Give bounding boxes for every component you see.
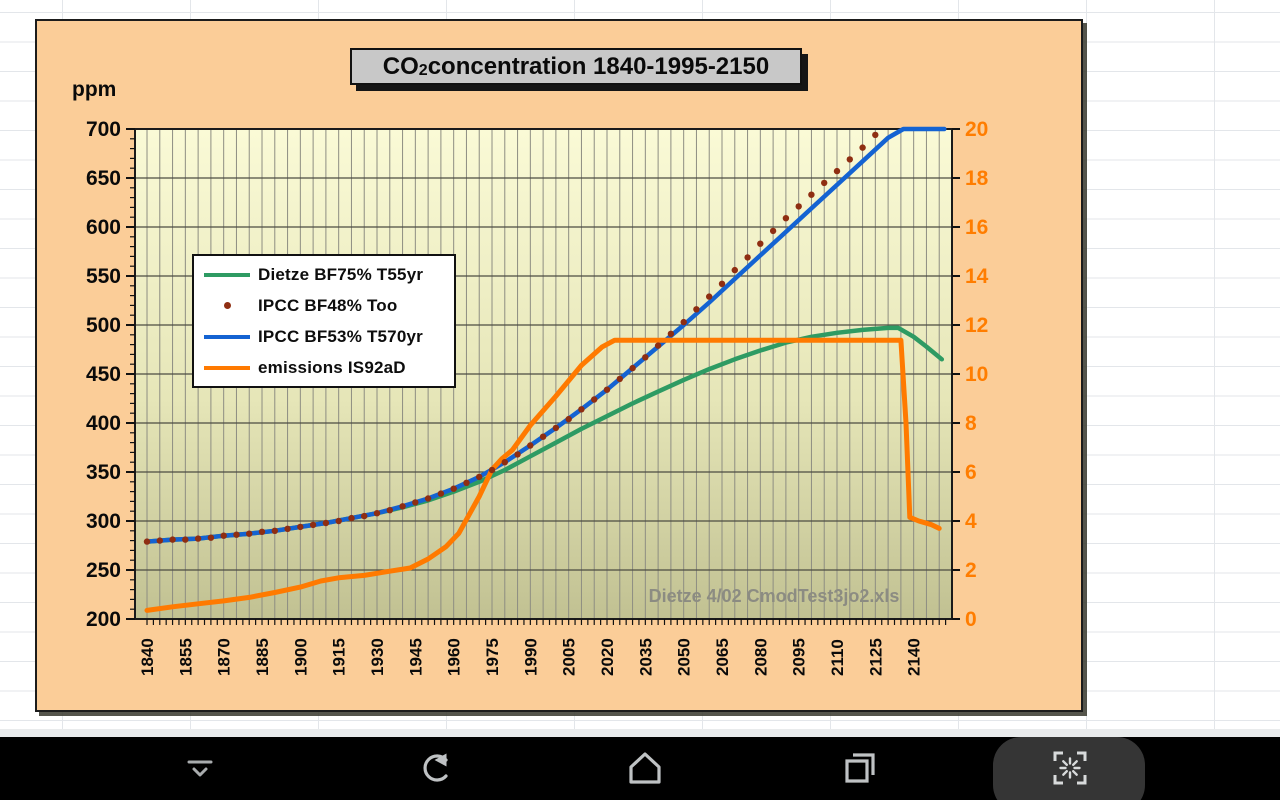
- svg-text:4: 4: [965, 510, 977, 533]
- clipped-cell-text: 8: [0, 44, 5, 68]
- clipped-cell-text: 2: [0, 221, 5, 245]
- recents-icon[interactable]: [838, 746, 882, 790]
- svg-text:350: 350: [86, 461, 121, 484]
- home-icon[interactable]: [623, 746, 667, 790]
- clipped-cell-text: 2: [0, 546, 5, 570]
- svg-text:0: 0: [965, 608, 977, 631]
- chart-title-prefix: CO: [382, 52, 419, 80]
- clipped-cell-text: 2: [0, 103, 5, 127]
- svg-text:2005: 2005: [560, 638, 579, 676]
- window-edge-strip: [0, 729, 1280, 737]
- svg-text:1960: 1960: [445, 638, 464, 676]
- svg-text:1840: 1840: [138, 638, 157, 676]
- green-line-symbol: [203, 272, 251, 277]
- chart-title-suffix: concentration 1840-1995-2150: [427, 52, 770, 80]
- legend-label: IPCC BF53% T570yr: [258, 326, 423, 346]
- svg-text:500: 500: [86, 314, 121, 337]
- svg-text:1915: 1915: [330, 638, 349, 676]
- legend-item: IPCC BF53% T570yr: [194, 324, 454, 350]
- svg-text:1900: 1900: [291, 638, 310, 676]
- blue-line-symbol: [203, 334, 251, 339]
- clipped-cell-text: 8: [0, 251, 5, 275]
- line-swatch: [204, 334, 250, 339]
- svg-text:2020: 2020: [598, 638, 617, 676]
- svg-text:18: 18: [965, 167, 989, 190]
- svg-text:2035: 2035: [636, 638, 655, 676]
- legend-label: Dietze BF75% T55yr: [258, 264, 424, 284]
- svg-text:2050: 2050: [675, 638, 694, 676]
- android-navbar: [0, 737, 1280, 800]
- clipped-cell-text: 3: [0, 398, 5, 422]
- svg-text:20: 20: [965, 118, 988, 141]
- back-icon[interactable]: [410, 746, 454, 790]
- svg-text:2080: 2080: [751, 638, 770, 676]
- clipped-cell-text: 8: [0, 457, 5, 481]
- svg-text:12: 12: [965, 314, 988, 337]
- svg-text:1975: 1975: [483, 638, 502, 676]
- screenshot-icon[interactable]: [1048, 746, 1092, 790]
- clipped-cell-text: 0: [0, 74, 5, 98]
- clipped-cell-text: 6: [0, 487, 5, 511]
- clipped-cell-text: 2: [0, 133, 5, 157]
- svg-text:250: 250: [86, 559, 121, 582]
- svg-text:1990: 1990: [521, 638, 540, 676]
- svg-text:2: 2: [965, 559, 977, 582]
- svg-text:650: 650: [86, 167, 121, 190]
- dot-symbol: [203, 302, 251, 309]
- svg-text:Dietze 4/02 CmodTest3jo2.xls: Dietze 4/02 CmodTest3jo2.xls: [649, 586, 900, 606]
- clipped-cell-text: 8: [0, 428, 5, 452]
- svg-text:300: 300: [86, 510, 121, 533]
- svg-text:16: 16: [965, 216, 988, 239]
- chart-object[interactable]: Dietze 4/02 CmodTest3jo2.xls 200 250 300 350…: [35, 19, 1083, 712]
- svg-text:2095: 2095: [790, 638, 809, 676]
- hide-bar-icon[interactable]: [178, 746, 222, 790]
- clipped-cell-text: 8: [0, 192, 5, 216]
- svg-text:8: 8: [965, 412, 977, 435]
- svg-text:10: 10: [965, 363, 988, 386]
- svg-text:600: 600: [86, 216, 121, 239]
- legend-item: IPCC BF48% Too: [194, 293, 454, 319]
- svg-text:1945: 1945: [406, 638, 425, 676]
- clipped-cell-text: 8: [0, 162, 5, 186]
- svg-text:550: 550: [86, 265, 121, 288]
- legend-label: IPCC BF48% Too: [258, 295, 398, 315]
- legend-item: emissions IS92aD: [194, 355, 454, 381]
- chart-title: CO 2 concentration 1840-1995-2150: [350, 48, 802, 85]
- clipped-cell-text: 7: [0, 575, 5, 599]
- svg-text:700: 700: [86, 118, 121, 141]
- left-axis-title: ppm: [72, 78, 117, 101]
- svg-text:400: 400: [86, 412, 121, 435]
- svg-text:200: 200: [86, 608, 121, 631]
- svg-text:6: 6: [965, 461, 977, 484]
- clipped-cell-text: 5: [0, 310, 5, 334]
- svg-text:2140: 2140: [905, 638, 924, 676]
- chart-legend: Dietze BF75% T55yr IPCC BF48% Too IPCC B…: [192, 254, 456, 388]
- legend-item: Dietze BF75% T55yr: [194, 262, 454, 288]
- line-swatch: [204, 272, 250, 277]
- clipped-cell-text: 2: [0, 605, 5, 629]
- svg-text:2065: 2065: [713, 638, 732, 676]
- svg-text:14: 14: [965, 265, 989, 288]
- svg-text:1930: 1930: [368, 638, 387, 676]
- clipped-cell-text: 0: [0, 339, 5, 363]
- screenshot-button-highlight[interactable]: [993, 737, 1145, 800]
- dot-swatch: [223, 302, 231, 309]
- svg-text:2125: 2125: [866, 638, 885, 676]
- svg-text:1855: 1855: [176, 638, 195, 676]
- legend-label: emissions IS92aD: [258, 357, 406, 377]
- orange-line-symbol: [203, 365, 251, 370]
- chart-title-subscript: 2: [418, 62, 428, 79]
- svg-text:1870: 1870: [215, 638, 234, 676]
- svg-text:2110: 2110: [828, 639, 847, 676]
- svg-text:450: 450: [86, 363, 121, 386]
- svg-text:1885: 1885: [253, 638, 272, 676]
- clipped-cell-text: 8: [0, 369, 5, 393]
- line-swatch: [204, 365, 250, 370]
